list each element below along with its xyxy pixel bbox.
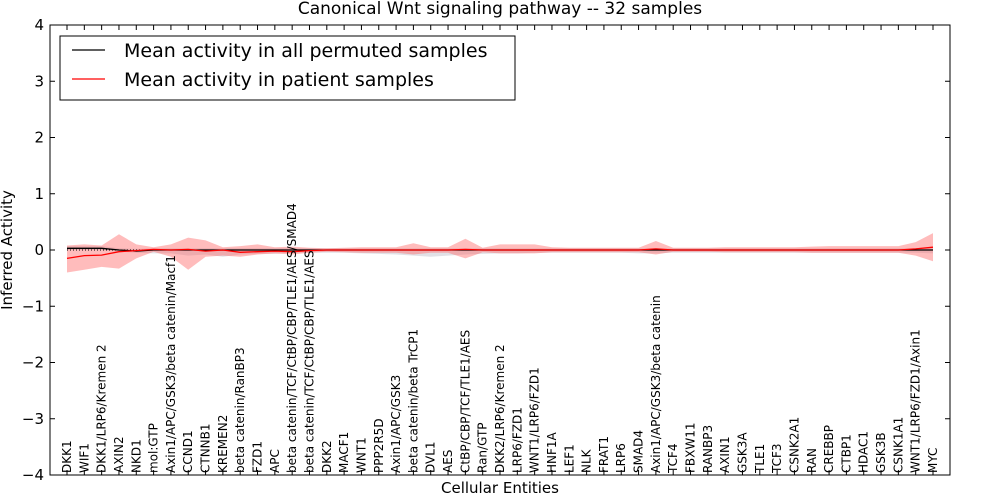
category-label: LEF1 (562, 444, 576, 473)
category-label: DVL1 (424, 441, 438, 473)
category-label: beta catenin/RanBP3 (233, 347, 247, 473)
category-label: beta catenin/TCF/CtBP/CBP/TLE1/AES/SMAD4 (285, 203, 299, 473)
category-label: Ran/GTP (476, 422, 490, 473)
category-label: MACF1 (337, 432, 351, 473)
category-label: KREMEN2 (216, 415, 230, 473)
category-label: DKK1/LRP6/Kremen 2 (95, 344, 109, 473)
band-permuted (67, 246, 933, 257)
category-label: APC (268, 449, 282, 473)
category-label: CTNNB1 (199, 423, 213, 473)
legend: Mean activity in all permuted samples Me… (59, 35, 516, 101)
category-label: WNT1 (354, 437, 368, 473)
y-axis-title: Inferred Activity (0, 190, 16, 310)
category-label: WNT1/LRP6/FZD1 (528, 367, 542, 473)
category-label: FZD1 (251, 441, 265, 473)
category-label: SMAD4 (632, 430, 646, 473)
category-label: GSK3A (736, 432, 750, 473)
y-tick-label: −1 (22, 297, 44, 315)
category-label: mol:GTP (147, 423, 161, 473)
category-label: Axin1/APC/GSK3 (389, 375, 403, 473)
y-tick-label: 2 (34, 129, 44, 147)
category-label: LRP6 (614, 443, 628, 473)
category-label: DKK2/LRP6/Kremen 2 (493, 344, 507, 473)
category-label: HDAC1 (857, 431, 871, 473)
category-label: TCF4 (666, 443, 680, 474)
x-axis-ticks (66, 25, 934, 475)
category-label: CTBP1 (839, 434, 853, 473)
category-label: Axin1/APC/GSK3/beta catenin/Macf1 (164, 255, 178, 473)
series-lines (66, 246, 934, 260)
category-label: PPP2R5D (372, 418, 386, 473)
category-label: CtBP/CBP/TCF/TLE1/AES (458, 330, 472, 473)
category-label: CSNK2A1 (787, 417, 801, 473)
category-label: beta catenin/beta TrCP1 (406, 329, 420, 473)
y-tick-label: 1 (34, 185, 44, 203)
category-label: FRAT1 (597, 436, 611, 473)
legend-label-permuted: Mean activity in all permuted samples (124, 40, 487, 62)
y-axis-ticks: −4 −3 −2 −1 0 1 2 3 4 (22, 16, 950, 484)
series-line-patient (66, 246, 934, 260)
category-label: beta catenin/TCF/CtBP/CBP/TLE1/AES (303, 250, 317, 473)
y-tick-label: −4 (22, 466, 44, 484)
category-label: AES (441, 450, 455, 473)
y-tick-label: −2 (22, 354, 44, 372)
category-label: FBXW11 (684, 423, 698, 474)
confidence-bands (67, 233, 933, 273)
legend-label-patient: Mean activity in patient samples (124, 69, 434, 91)
y-tick-label: −3 (22, 410, 44, 428)
category-label: AXIN1 (718, 436, 732, 473)
category-label: NLK (580, 448, 594, 473)
category-label: WNT1/LRP6/FZD1/Axin1 (909, 329, 923, 473)
category-label: NKD1 (129, 439, 143, 473)
y-tick-label: 0 (34, 241, 44, 259)
category-label: GSK3B (874, 432, 888, 473)
category-label: RANBP3 (701, 425, 715, 473)
category-label: MYC (926, 448, 940, 473)
legend-box (59, 35, 516, 101)
y-tick-label: 4 (34, 16, 44, 34)
category-label: LRP6/FZD1 (510, 407, 524, 473)
category-label: TLE1 (753, 444, 767, 474)
chart-title: Canonical Wnt signaling pathway -- 32 sa… (298, 0, 702, 19)
category-label: CREBBP (822, 425, 836, 473)
y-tick-label: 3 (34, 72, 44, 90)
category-label: AXIN2 (112, 436, 126, 473)
category-label: HNF1A (545, 431, 559, 473)
category-label: TCF3 (770, 443, 784, 474)
category-label: Axin1/APC/GSK3/beta catenin (649, 295, 663, 473)
category-label: WIF1 (77, 443, 91, 473)
x-axis-title: Cellular Entities (441, 479, 559, 497)
category-label: DKK1 (60, 440, 74, 473)
band-patient (67, 233, 933, 273)
category-labels: DKK1 WIF1 DKK1/LRP6/Kremen 2 AXIN2 NKD1 mol:G… (60, 203, 940, 474)
category-label: CSNK1A1 (891, 417, 905, 473)
category-label: CCND1 (181, 430, 195, 473)
category-label: DKK2 (320, 440, 334, 473)
category-label: RAN (805, 448, 819, 473)
